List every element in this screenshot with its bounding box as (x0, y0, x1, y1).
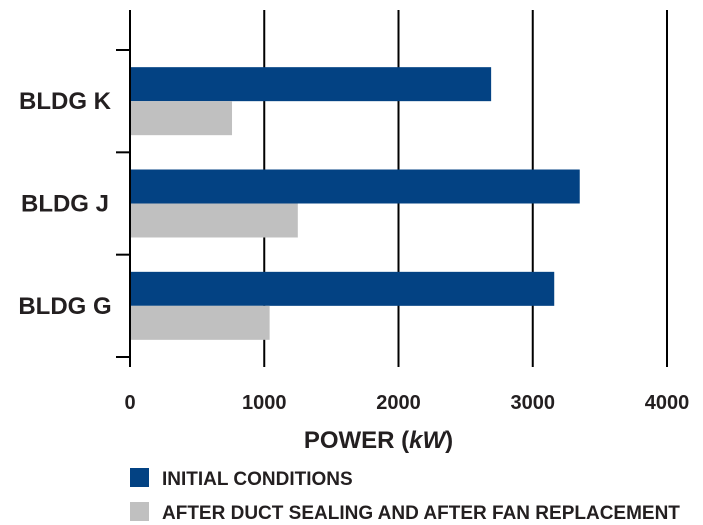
legend: INITIAL CONDITIONS AFTER DUCT SEALING AND… (130, 468, 680, 524)
bars (130, 67, 580, 340)
category-label: BLDG K (19, 88, 112, 115)
x-axis-title-unit: kW (409, 427, 447, 454)
bar-bldg-j-series-2 (130, 203, 298, 238)
x-tick-label: 4000 (645, 392, 690, 414)
bar-bldg-k-series-2 (130, 101, 233, 136)
bar-bldg-g-series-2 (130, 305, 270, 340)
x-axis-title-suffix: ) (445, 427, 453, 454)
category-labels: BLDG K BLDG J BLDG G (18, 88, 111, 320)
legend-label: AFTER DUCT SEALING AND AFTER FAN REPLACE… (162, 503, 680, 524)
x-axis-title: POWER (kW) (304, 427, 453, 454)
y-axis (116, 10, 131, 367)
x-tick-label: 1000 (242, 392, 287, 414)
bar-bldg-j-series-1 (130, 169, 580, 204)
legend-swatch (130, 468, 149, 487)
legend-swatch (130, 502, 149, 521)
bar-bldg-g-series-1 (130, 271, 555, 306)
bar-bldg-k-series-1 (130, 67, 492, 102)
x-tick-label: 2000 (376, 392, 421, 414)
x-tick-label: 0 (124, 392, 135, 414)
legend-label: INITIAL CONDITIONS (162, 469, 353, 490)
x-axis-title-prefix: POWER ( (304, 427, 409, 454)
category-label: BLDG J (21, 191, 109, 218)
x-tick-label: 3000 (511, 392, 556, 414)
category-label: BLDG G (18, 293, 111, 320)
x-tick-labels: 0 1000 2000 3000 4000 (124, 392, 689, 414)
